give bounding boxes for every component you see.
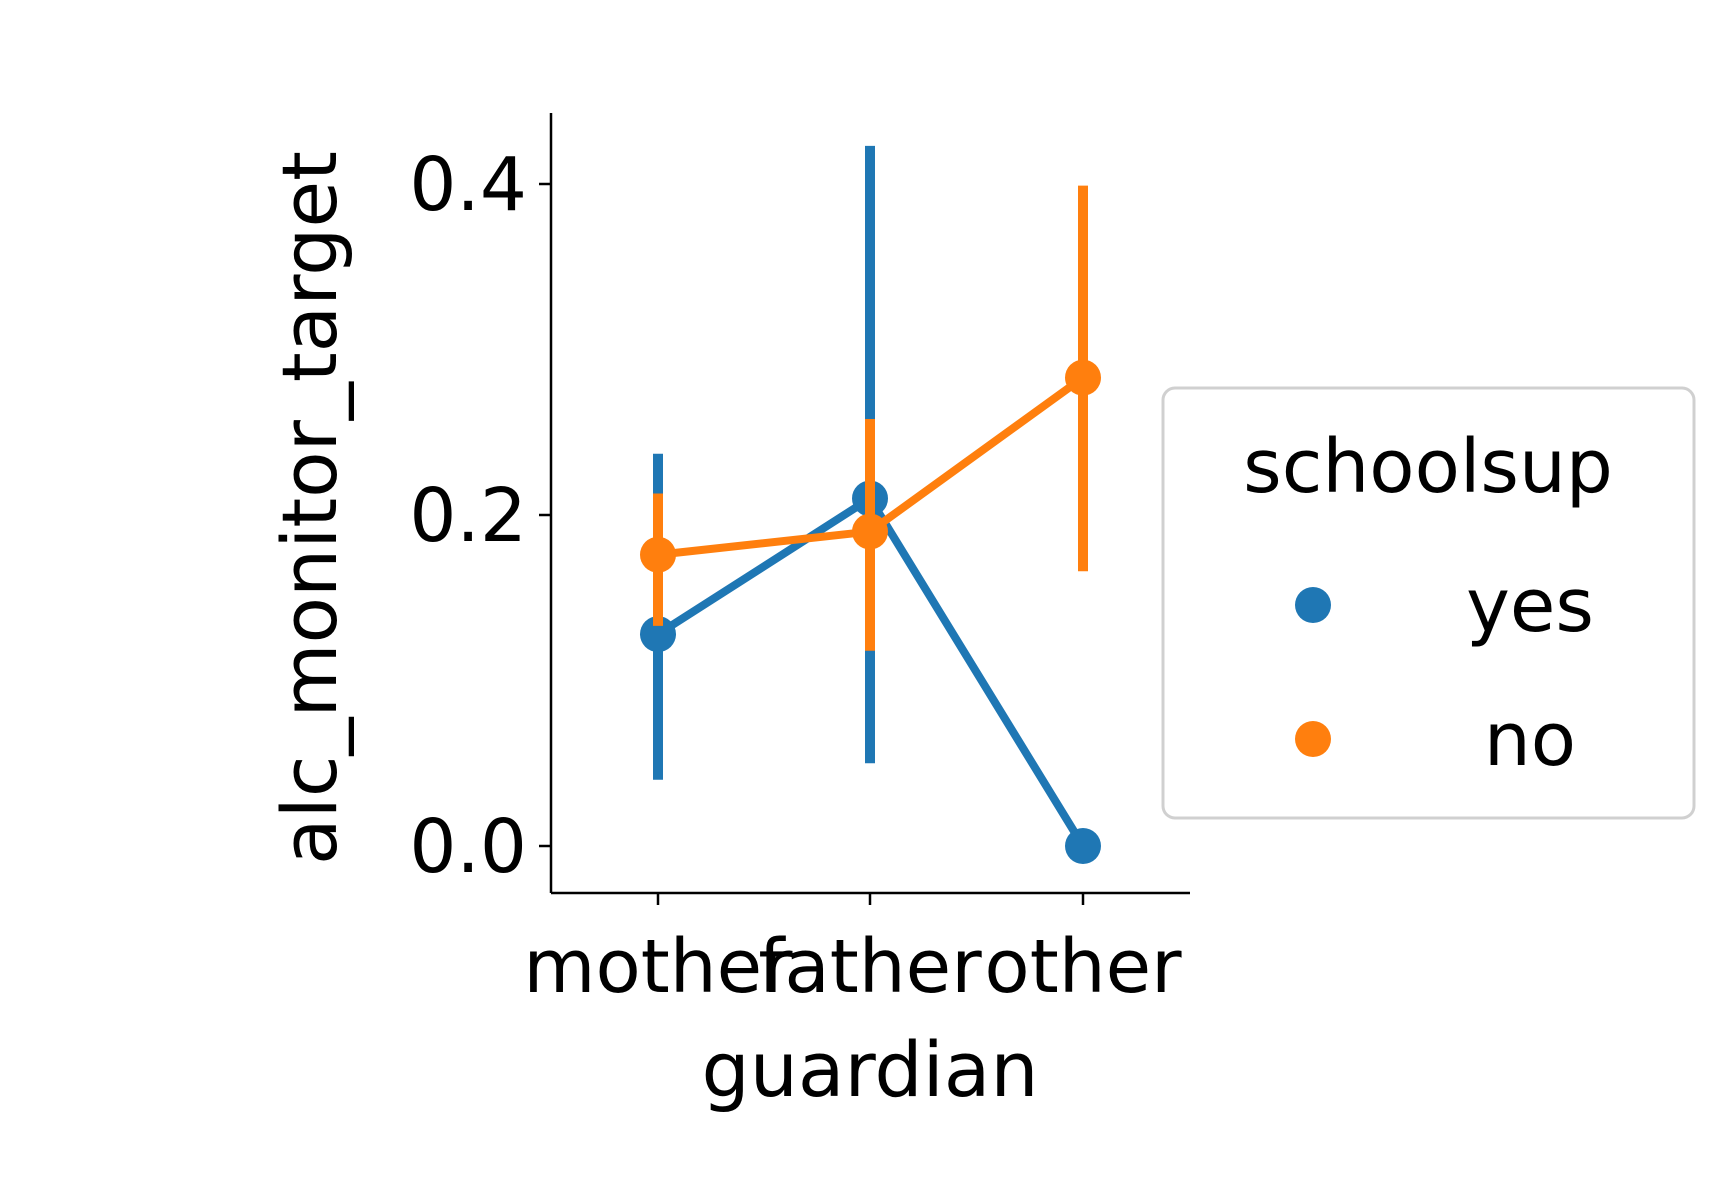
y-tick-label: 0.4 [409,142,527,228]
legend-title: schoolsup [1243,424,1613,510]
x-tick-label: father [758,924,982,1010]
legend-marker-yes [1295,587,1331,623]
data-point [640,616,676,653]
x-tick-label: other [984,924,1182,1010]
legend-label-yes: yes [1466,563,1594,649]
legend-frame [1161,386,1696,820]
data-point [852,513,888,550]
data-point [640,536,676,573]
x-axis-label: guardian [702,1025,1039,1114]
legend-marker-no [1295,721,1331,757]
data-point [1065,359,1101,396]
plot-marks [640,145,1101,864]
data-point [1065,828,1101,864]
legend: schoolsup yes no [1161,386,1696,820]
x-tick-label: mother [523,924,793,1010]
series-no [640,185,1101,651]
y-tick-label: 0.2 [409,473,527,559]
legend-label-no: no [1484,697,1576,783]
y-axis-label: alc_monitor_target [265,151,354,865]
y-tick-label: 0.0 [409,804,527,890]
